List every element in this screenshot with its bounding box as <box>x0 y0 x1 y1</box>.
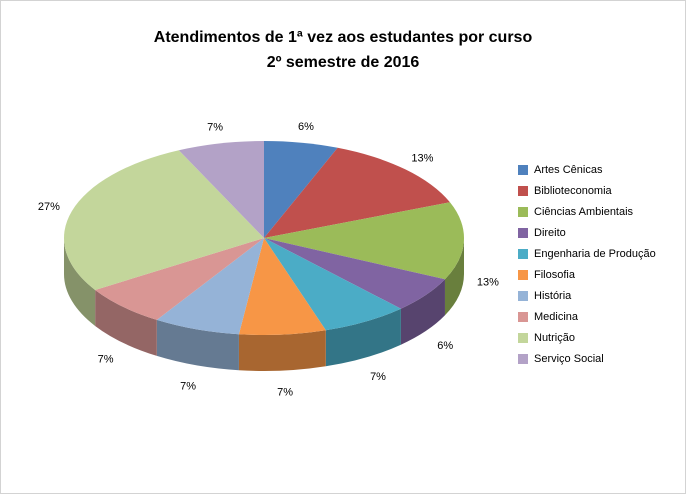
legend-swatch <box>518 353 528 364</box>
slice-label: 7% <box>277 386 293 398</box>
slice-label: 7% <box>207 122 223 134</box>
legend-item: Serviço Social <box>518 348 656 369</box>
legend-item: Medicina <box>518 306 656 327</box>
legend-label: Serviço Social <box>534 352 604 365</box>
pie-slice <box>264 238 445 309</box>
pie-slice <box>264 238 401 331</box>
legend-item: Filosofia <box>518 264 656 285</box>
legend-swatch <box>518 164 528 175</box>
slice-label: 7% <box>370 371 386 383</box>
pie-slice-side <box>156 319 239 371</box>
legend-item: Artes Cênicas <box>518 159 656 180</box>
legend-label: Direito <box>534 226 566 239</box>
legend-swatch <box>518 269 528 280</box>
legend-label: Biblioteconomia <box>534 184 612 197</box>
pie-slice <box>156 238 264 335</box>
pie-slice-side <box>444 238 464 316</box>
slice-label: 13% <box>411 152 433 164</box>
pie-slice <box>264 202 464 280</box>
legend-item: Engenharia de Produção <box>518 243 656 264</box>
slice-label: 13% <box>477 277 499 289</box>
legend-label: História <box>534 289 572 302</box>
legend-swatch <box>518 227 528 238</box>
chart-title: Atendimentos de 1ª vez aos estudantes po… <box>1 25 685 75</box>
pie-slice <box>264 141 338 238</box>
legend-label: Filosofia <box>534 268 575 281</box>
pie-slice-side <box>95 289 157 356</box>
slice-label: 6% <box>298 121 314 133</box>
legend-label: Nutrição <box>534 331 575 344</box>
legend-item: Biblioteconomia <box>518 180 656 201</box>
legend-item: História <box>518 285 656 306</box>
slice-label: 7% <box>98 354 114 366</box>
legend-swatch <box>518 185 528 196</box>
legend-swatch <box>518 311 528 322</box>
legend-item: Nutrição <box>518 327 656 348</box>
pie-slice-side <box>400 279 445 345</box>
pie-slice <box>238 238 326 335</box>
legend-label: Artes Cênicas <box>534 163 603 176</box>
chart-title-line2: 2º semestre de 2016 <box>266 54 420 71</box>
chart-title-line1: Atendimentos de 1ª vez aos estudantes po… <box>153 29 533 46</box>
legend-swatch <box>518 206 528 217</box>
pie-slice-side <box>64 238 96 326</box>
pie-slice-side <box>238 330 326 371</box>
slice-label: 27% <box>38 201 60 213</box>
legend-item: Direito <box>518 222 656 243</box>
pie-slice <box>95 238 264 320</box>
legend-swatch <box>518 248 528 259</box>
legend-swatch <box>518 332 528 343</box>
legend-swatch <box>518 290 528 301</box>
slice-label: 6% <box>437 340 453 352</box>
pie-slice <box>264 147 450 238</box>
legend-label: Ciências Ambientais <box>534 205 634 218</box>
pie-slice <box>64 150 264 290</box>
pie-slice-side <box>325 308 401 367</box>
legend-label: Medicina <box>534 310 579 323</box>
slice-label: 7% <box>180 380 196 392</box>
legend: Artes Cênicas Biblioteconomia Ciências Amb… <box>518 159 656 369</box>
legend-item: Ciências Ambientais <box>518 201 656 222</box>
pie-slice <box>178 141 264 238</box>
legend-label: Engenharia de Produção <box>534 247 656 260</box>
